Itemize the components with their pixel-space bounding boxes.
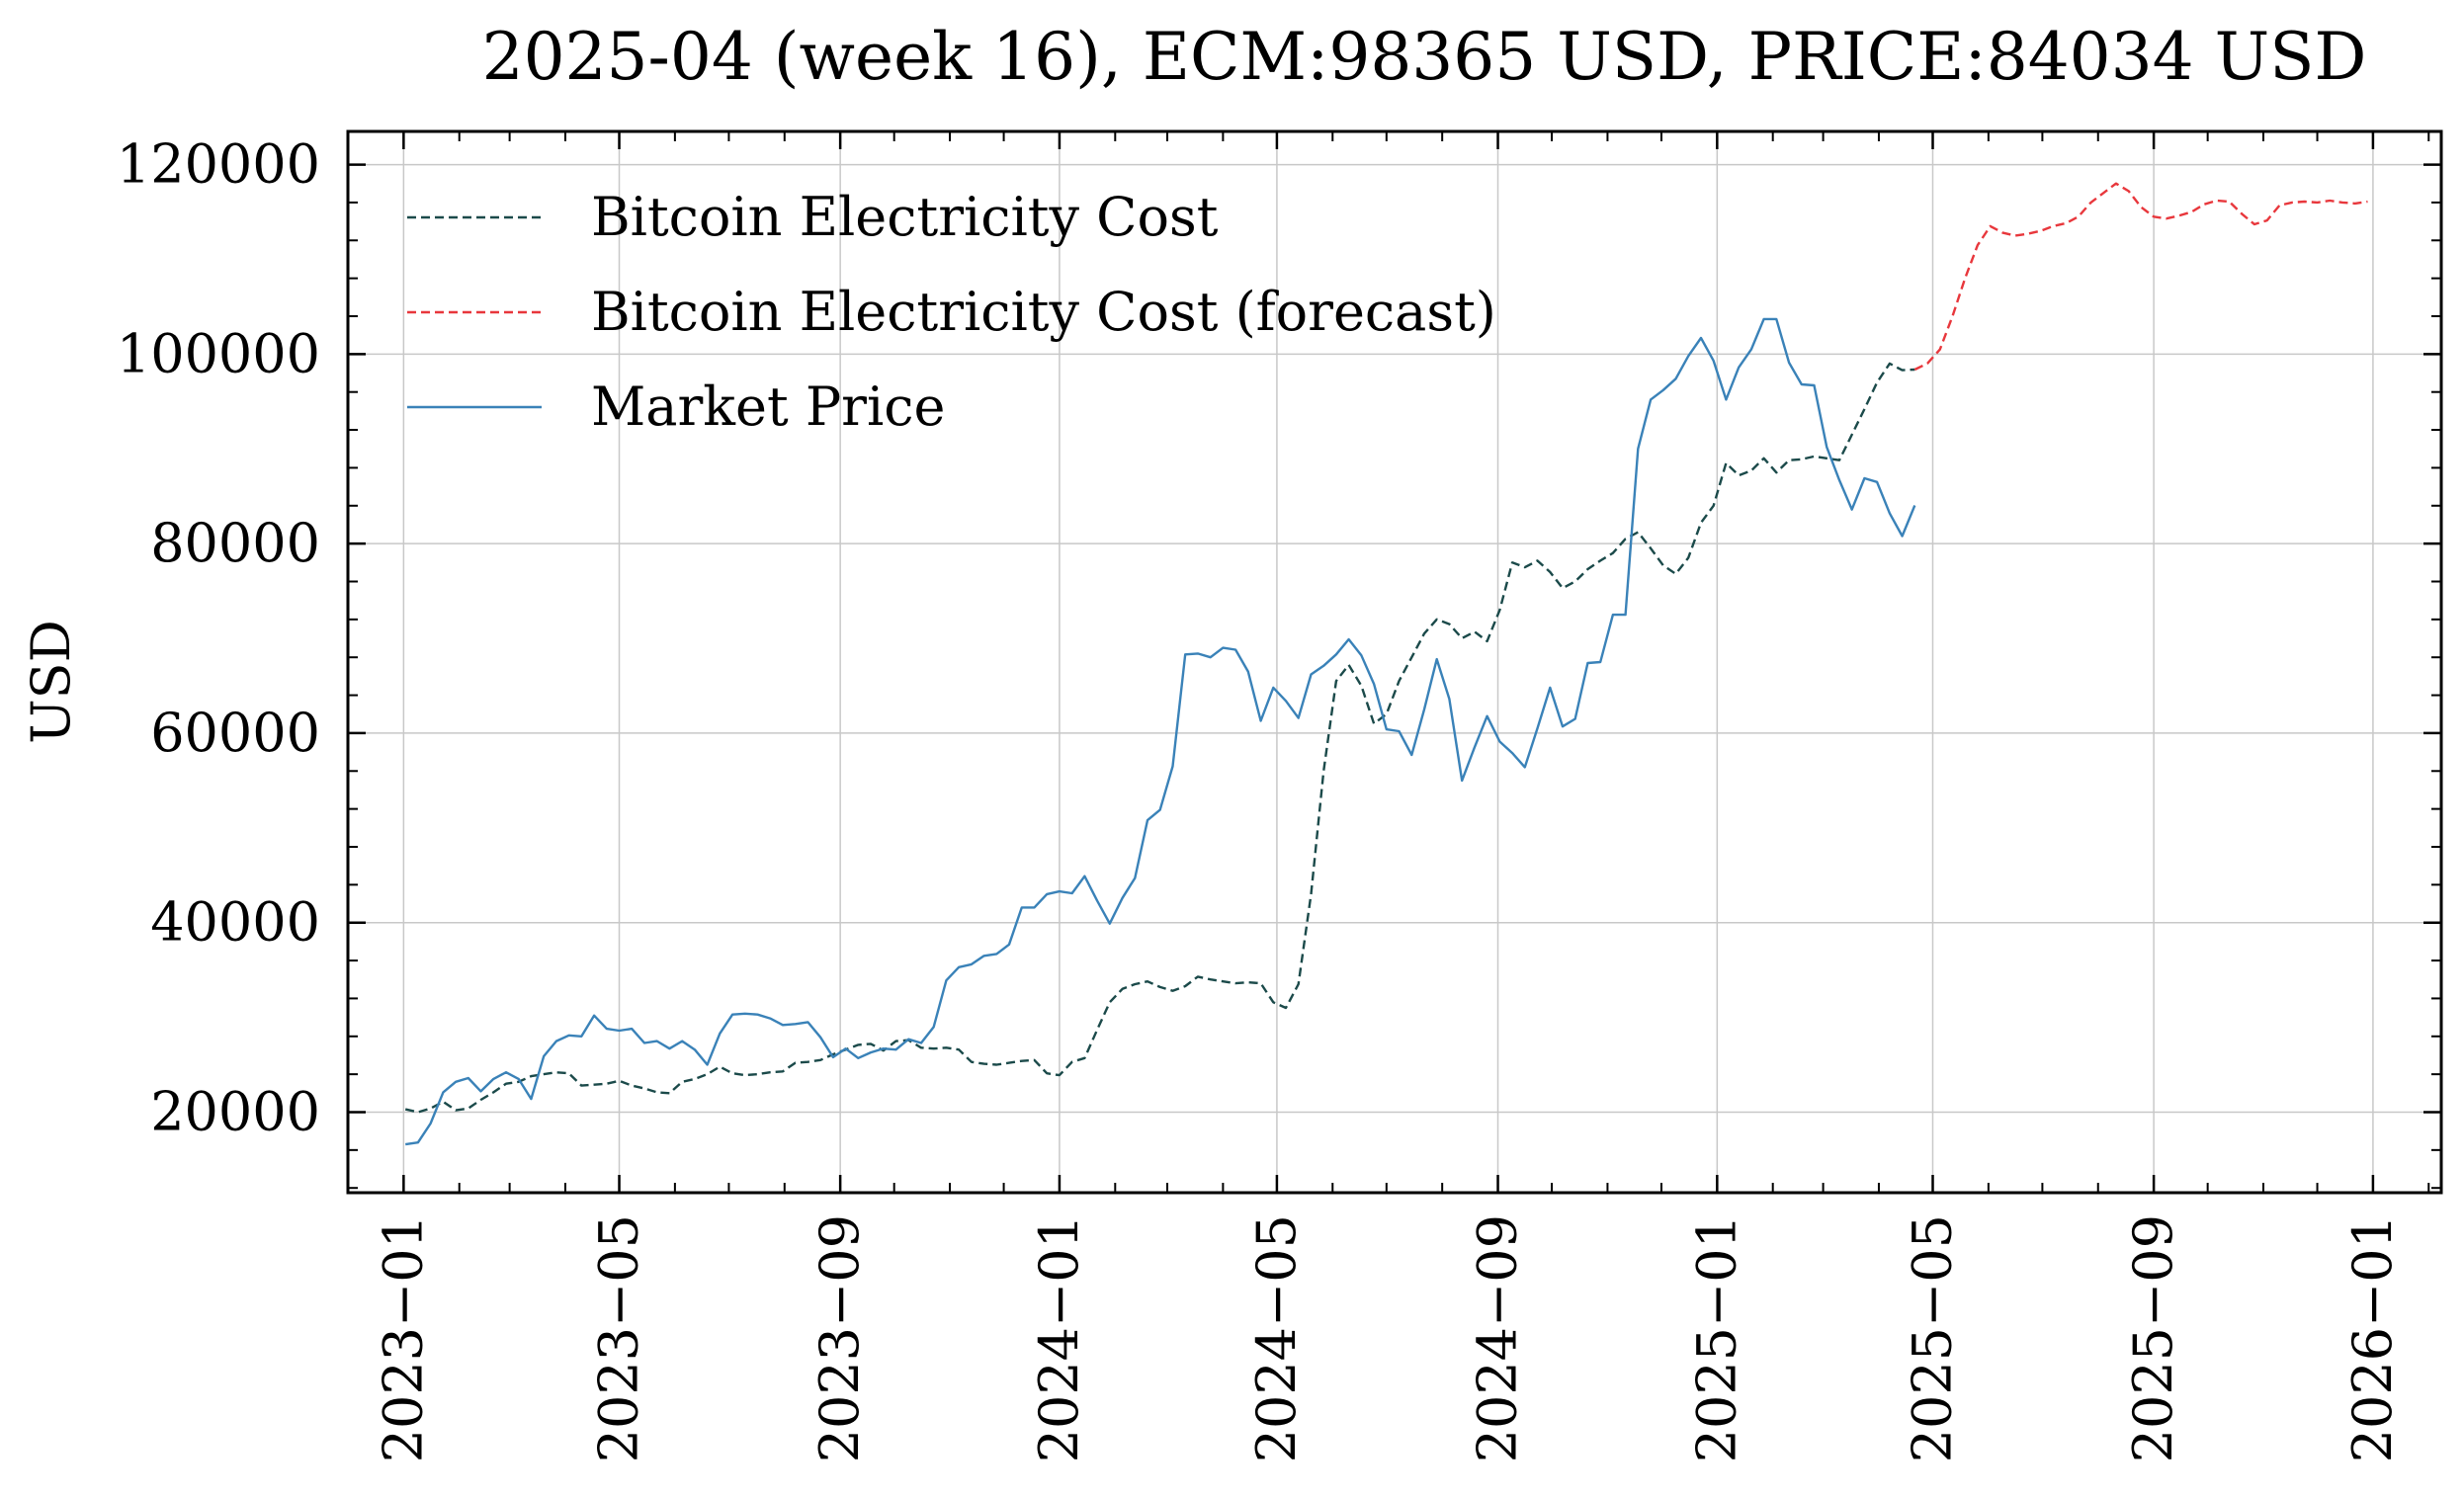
axis-ticks bbox=[347, 131, 2441, 1193]
series-line-2 bbox=[405, 317, 1916, 1146]
x-tick-label: 2024−01 bbox=[1028, 1214, 1090, 1462]
x-tick-label: 2023−01 bbox=[372, 1214, 434, 1462]
y-tick-label: 120000 bbox=[117, 133, 320, 196]
x-tick-label: 2024−09 bbox=[1467, 1214, 1529, 1462]
x-tick-label: 2025−09 bbox=[2122, 1214, 2184, 1462]
x-tick-labels: 2023−01 2023−05 2023−09 2024−01 2024−05 2024−… bbox=[372, 1214, 2404, 1462]
series-line-0 bbox=[404, 362, 1915, 1114]
y-tick-label: 60000 bbox=[150, 702, 320, 764]
x-tick-label: 2023−09 bbox=[808, 1214, 871, 1462]
y-tick-labels: 20000 40000 60000 80000 100000 120000 bbox=[117, 133, 320, 1143]
series-lines bbox=[404, 182, 2368, 1146]
legend-label-0: Bitcoin Electricity Cost bbox=[591, 186, 1219, 248]
legend: Bitcoin Electricity Cost Bitcoin Electric… bbox=[407, 186, 1496, 438]
chart-title: 2025-04 (week 16), ECM:98365 USD, PRICE:… bbox=[482, 19, 2367, 95]
series-line-1 bbox=[1913, 182, 2368, 372]
y-axis-label: USD bbox=[20, 620, 82, 744]
x-tick-label: 2024−05 bbox=[1245, 1214, 1308, 1462]
x-tick-label: 2026−01 bbox=[2341, 1214, 2404, 1462]
y-tick-label: 80000 bbox=[150, 512, 320, 574]
y-tick-label: 20000 bbox=[150, 1080, 320, 1142]
plot-frame bbox=[346, 129, 2443, 1195]
y-tick-label: 100000 bbox=[117, 322, 320, 384]
x-tick-label: 2025−01 bbox=[1685, 1214, 1747, 1462]
legend-label-1: Bitcoin Electricity Cost (forecast) bbox=[591, 281, 1496, 343]
x-tick-label: 2025−05 bbox=[1901, 1214, 1963, 1462]
legend-label-2: Market Price bbox=[591, 375, 945, 438]
y-tick-label: 40000 bbox=[150, 891, 320, 954]
grid bbox=[348, 131, 2441, 1193]
x-tick-label: 2023−05 bbox=[588, 1214, 650, 1462]
